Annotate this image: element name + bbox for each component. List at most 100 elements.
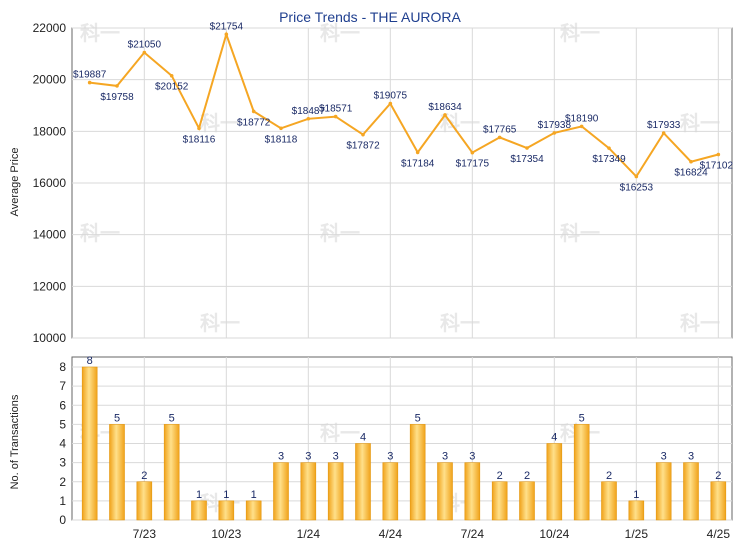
x-tick-label: 7/24: [461, 527, 485, 541]
transaction-bar-label: 2: [141, 470, 147, 482]
price-point: [388, 101, 393, 106]
x-tick-label: 10/23: [211, 527, 241, 541]
transaction-bar: [300, 462, 317, 521]
price-data-label: $17102: [700, 161, 734, 172]
watermark-glyph: 科一: [320, 421, 360, 445]
price-data-label: $18487: [292, 106, 326, 117]
watermark-glyph: 科一: [320, 221, 360, 245]
price-data-label: $17872: [346, 141, 380, 152]
price-point: [251, 109, 256, 114]
price-point: [361, 132, 365, 137]
transactions-y-tick-label: 0: [59, 513, 66, 527]
transaction-bar: [163, 424, 180, 521]
price-y-tick-label: 16000: [33, 176, 67, 190]
price-point: [552, 131, 557, 135]
transaction-bar-label: 5: [114, 412, 120, 424]
price-point: [87, 80, 92, 85]
price-data-label: $18118: [265, 134, 298, 145]
transactions-y-tick-label: 1: [59, 494, 66, 508]
transaction-bar-label: 1: [633, 489, 639, 501]
x-tick-label: 1/24: [297, 527, 321, 541]
price-y-axis-label: Average Price: [9, 148, 21, 217]
transactions-y-axis-label: No. of Transactions: [9, 394, 21, 489]
price-data-label: $16253: [620, 182, 654, 193]
transaction-bar-label: 3: [305, 451, 311, 463]
price-point: [579, 124, 584, 129]
watermark-glyph: 科一: [80, 221, 120, 245]
price-data-label: $18190: [565, 113, 599, 124]
watermark-glyph: 科一: [560, 21, 600, 45]
transaction-bar-label: 3: [469, 451, 475, 463]
watermark-glyph: 科一: [440, 311, 480, 335]
transaction-bar-label: 4: [360, 432, 366, 444]
price-point: [279, 126, 283, 131]
price-series-line: [89, 31, 719, 179]
transaction-bar: [409, 424, 426, 521]
transaction-bar-label: 3: [387, 451, 393, 463]
transaction-bar: [327, 462, 344, 521]
x-tick-label: 4/25: [707, 527, 731, 541]
transaction-bar: [546, 443, 563, 521]
transaction-bar-label: 2: [524, 470, 530, 482]
price-data-label: $17938: [538, 120, 572, 131]
price-data-label: $17184: [401, 158, 435, 169]
transaction-bar-label: 1: [196, 489, 202, 501]
transaction-bar: [464, 462, 481, 521]
watermark-glyph: 科一: [680, 311, 720, 335]
transaction-bar-label: 3: [333, 451, 339, 463]
transactions-y-tick-label: 3: [59, 456, 66, 470]
watermark-glyph: 科一: [320, 21, 360, 45]
price-point: [197, 126, 201, 131]
transaction-bar: [683, 462, 699, 521]
price-data-label: $21754: [210, 21, 244, 32]
transactions-y-tick-label: 7: [59, 379, 66, 393]
transaction-bar: [273, 462, 289, 521]
transaction-bar: [382, 462, 399, 521]
price-data-label: $18772: [237, 117, 271, 128]
price-point: [306, 116, 311, 121]
price-point: [689, 159, 693, 164]
price-data-label: $17354: [510, 154, 544, 165]
transaction-bar-label: 3: [442, 451, 448, 463]
transaction-bar: [136, 481, 153, 521]
transaction-bar: [81, 366, 98, 521]
watermark-glyph: 科一: [80, 21, 120, 45]
transaction-bar: [218, 500, 235, 521]
watermark-glyph: 科一: [200, 311, 240, 335]
x-tick-label: 4/24: [379, 527, 403, 541]
price-data-label: $19758: [100, 92, 134, 103]
transaction-bar-label: 4: [551, 432, 557, 444]
transaction-bar: [437, 462, 453, 521]
transaction-bar-label: 5: [579, 412, 585, 424]
x-tick-label: 1/25: [625, 527, 649, 541]
transaction-bar: [601, 481, 617, 521]
price-point: [115, 84, 119, 88]
transaction-bar-label: 2: [715, 470, 721, 482]
price-data-label: $17933: [647, 120, 681, 131]
price-data-label: $19075: [374, 91, 408, 102]
price-data-label: $21050: [128, 40, 162, 51]
price-point: [634, 174, 639, 179]
price-y-tick-label: 20000: [33, 73, 67, 87]
watermark-glyph: 科一: [560, 221, 600, 245]
transaction-bar: [710, 481, 727, 521]
price-point: [607, 146, 611, 150]
transaction-bar-label: 5: [415, 412, 421, 424]
price-data-label: $18571: [319, 104, 353, 115]
transaction-bar: [573, 424, 590, 521]
price-data-label: $17765: [483, 124, 517, 135]
transactions-y-tick-label: 4: [59, 437, 66, 451]
x-tick-label: 10/24: [539, 527, 569, 541]
price-y-tick-label: 14000: [33, 228, 67, 242]
price-y-tick-label: 12000: [33, 279, 67, 293]
price-data-label: $17349: [592, 154, 626, 165]
transaction-bar-label: 2: [497, 470, 503, 482]
transaction-bar-label: 5: [169, 412, 175, 424]
price-data-label: $18634: [428, 102, 462, 113]
transaction-bar-label: 3: [688, 451, 694, 463]
price-point: [470, 150, 475, 155]
price-y-tick-label: 18000: [33, 124, 67, 138]
price-point: [443, 113, 447, 117]
